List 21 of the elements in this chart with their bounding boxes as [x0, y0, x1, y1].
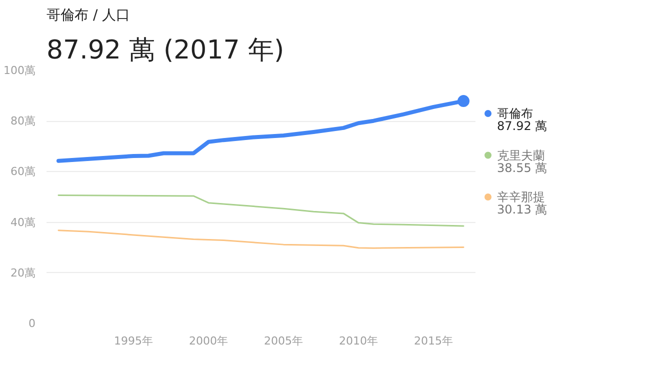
- y-tick-label: 40萬: [10, 216, 36, 229]
- x-tick-label: 2015年: [414, 334, 454, 348]
- y-tick-label: 20萬: [10, 266, 36, 280]
- x-tick-label: 2000年: [189, 334, 228, 348]
- text: 87.92 萬: [497, 119, 548, 134]
- text: 38.55 萬: [497, 160, 548, 175]
- y-tick-label: 60萬: [10, 165, 36, 178]
- y-tick-label: 80萬: [10, 114, 36, 128]
- chart-title: 哥倫布 / 人口: [46, 8, 130, 24]
- x-tick-label: 1995年: [114, 334, 154, 348]
- line-series: [58, 194, 464, 227]
- y-tick-label: 0: [28, 317, 36, 330]
- chart-subtitle: 87.92 萬 (2017 年): [46, 36, 284, 66]
- legend-label: 辛辛那提: [497, 190, 545, 204]
- y-tick-label: 100萬: [4, 64, 36, 77]
- x-tick-label: 2010年: [339, 334, 378, 348]
- x-tick-label: 2005年: [264, 334, 304, 348]
- legend-label: 克里夫蘭: [497, 148, 545, 162]
- line-series: [58, 230, 464, 249]
- legend-label: 哥倫布: [497, 106, 533, 121]
- text: 30.13 萬: [497, 202, 548, 217]
